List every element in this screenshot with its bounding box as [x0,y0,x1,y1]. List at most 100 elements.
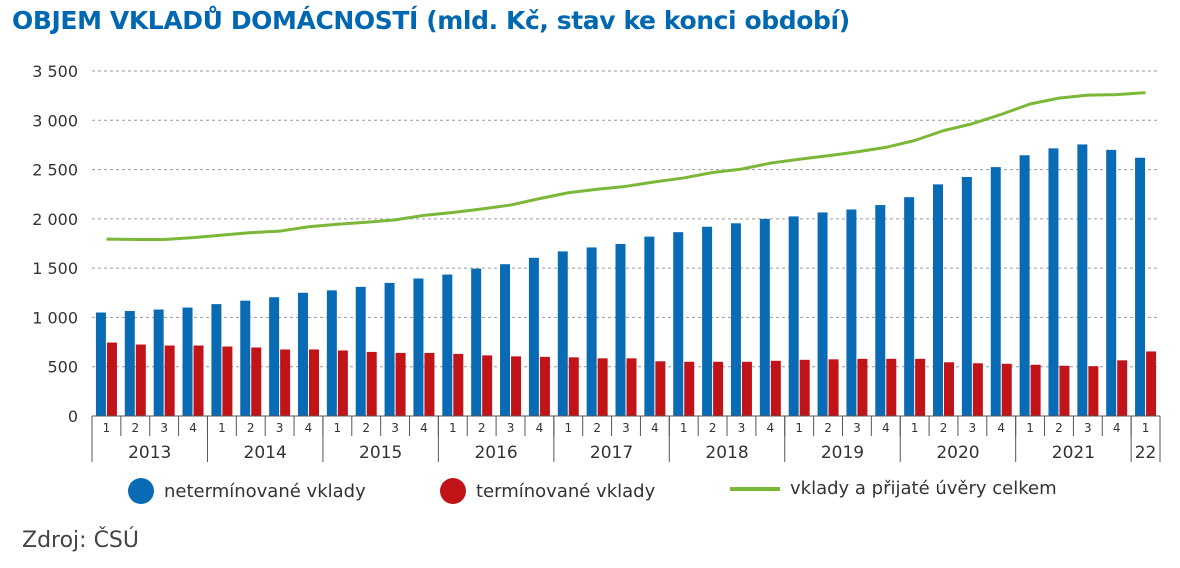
bar-term [799,359,810,416]
year-label: 2019 [821,443,864,463]
total-line [106,91,1146,242]
bar-term [828,359,839,416]
quarter-label: 4 [882,421,890,435]
source-note: Zdroj: ČSÚ [22,528,140,553]
quarter-label: 4 [536,421,544,435]
quarter-label: 1 [680,421,688,435]
quarter-label: 4 [1113,421,1121,435]
quarter-label: 2 [247,421,255,435]
bar-nonterm [1019,155,1030,416]
quarter-label: 4 [767,421,775,435]
bar-nonterm [644,236,655,416]
y-tick-label: 1 500 [32,259,78,278]
year-label: 22 [1135,443,1157,463]
bar-nonterm [95,312,106,416]
quarter-label: 2 [593,421,601,435]
year-label: 2016 [474,443,517,463]
bar-nonterm [1048,148,1059,416]
legend-item-term: termínované vklady [440,478,655,504]
bar-term [453,353,464,416]
bar-term [539,356,550,416]
legend-marker-nonterm [128,478,154,504]
bar-nonterm [182,307,193,416]
bar-nonterm [1106,149,1117,416]
year-label: 2015 [359,443,402,463]
quarter-label: 3 [1084,421,1092,435]
legend-label-nonterm: netermínované vklady [164,480,366,502]
bar-term [886,358,897,416]
bar-term [164,345,175,416]
bar-term [626,358,637,416]
bar-term [1001,363,1012,416]
bar-nonterm [124,311,135,416]
y-tick-label: 0 [68,407,78,426]
bar-term [770,360,781,416]
bar-term [280,349,291,416]
bar-nonterm [471,268,482,416]
quarter-label: 4 [305,421,313,435]
quarter-label: 2 [131,421,139,435]
y-tick-label: 3 000 [32,111,78,130]
quarter-label: 1 [449,421,457,435]
quarter-label: 3 [969,421,977,435]
bar-term [424,352,435,416]
bar-term [395,352,406,416]
bar-nonterm [846,209,857,416]
bar-term [511,356,522,416]
bar-nonterm [1135,157,1146,416]
bar-nonterm [788,216,799,416]
bar-term [684,361,695,416]
year-label: 2014 [244,443,287,463]
quarter-label: 2 [709,421,717,435]
bar-term [222,346,233,416]
bar-nonterm [240,300,251,416]
quarter-label: 3 [160,421,168,435]
quarter-label: 1 [218,421,226,435]
quarter-label: 2 [478,421,486,435]
bar-term [106,342,117,416]
quarter-label: 3 [391,421,399,435]
quarter-label: 4 [420,421,428,435]
bar-term [135,344,146,416]
bar-term [1059,365,1070,416]
year-label: 2013 [128,443,171,463]
line-total [106,91,1146,242]
bar-nonterm [528,257,539,416]
bar-term [1146,351,1157,416]
bar-nonterm [269,297,280,416]
bar-nonterm [442,274,453,416]
chart-title: OBJEM VKLADŮ DOMÁCNOSTÍ (mld. Kč, stav k… [12,6,850,35]
bar-term [1088,366,1099,416]
quarter-label: 4 [997,421,1005,435]
bar-term [597,358,608,416]
quarter-label: 1 [564,421,572,435]
quarter-label: 1 [334,421,342,435]
bar-nonterm [759,218,770,416]
quarter-label: 2 [362,421,370,435]
bar-nonterm [297,292,308,416]
gridlines [92,70,1160,368]
quarter-label: 1 [911,421,919,435]
quarter-label: 3 [738,421,746,435]
bar-nonterm [500,264,511,416]
quarter-label: 3 [853,421,861,435]
year-label: 2017 [590,443,633,463]
bar-term [482,355,493,416]
y-tick-label: 500 [47,358,78,377]
bar-term [1030,364,1041,416]
bar-nonterm [817,212,828,416]
bar-term [568,357,579,416]
quarter-label: 2 [1055,421,1063,435]
bar-nonterm [961,176,972,416]
bars [95,144,1157,416]
quarter-label: 1 [1142,421,1150,435]
x-axis: 1 2 3 4 1 2 3 4 1 2 3 4 1 2 3 4 1 2 3 4 1 2 3 4 1 2 3 4 1 2 3 4 1 2 3 4 1 201… [91,415,1161,463]
bar-term [251,347,262,416]
bar-nonterm [904,197,915,416]
bar-nonterm [211,304,222,416]
bar-nonterm [615,243,626,416]
legend-marker-term [440,478,466,504]
bar-nonterm [326,290,337,416]
legend: netermínované vklady termínované vklady … [0,478,1180,508]
